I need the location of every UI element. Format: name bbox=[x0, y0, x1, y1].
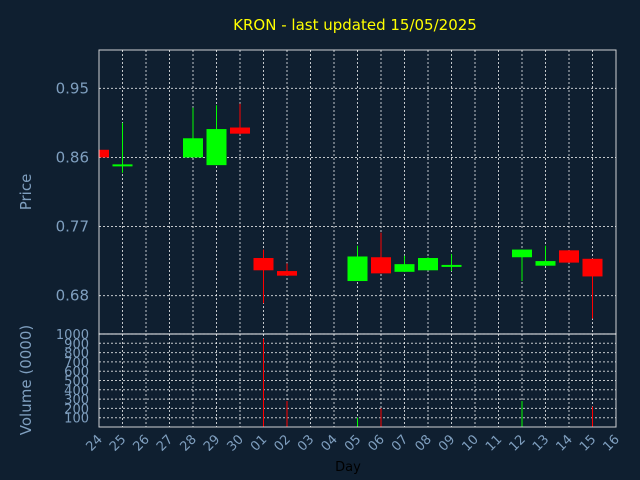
volume-tick-label: 900 bbox=[64, 337, 89, 352]
candle-body bbox=[394, 264, 415, 272]
candle-body bbox=[112, 164, 133, 167]
x-tick-labels: 24 25 26 27 28 29 30 01 02 03 04 05 06 07 08 09 10 11 12 13… bbox=[84, 432, 623, 454]
volume-tick-label: 500 bbox=[64, 375, 89, 390]
x-tick-label: 07 bbox=[389, 432, 411, 454]
x-tick-label: 08 bbox=[413, 432, 435, 454]
volume-tick-label: 400 bbox=[64, 384, 89, 399]
x-tick-label: 04 bbox=[319, 432, 341, 454]
volume-tick-label: 300 bbox=[64, 393, 89, 408]
price-tick-label: 0.86 bbox=[56, 148, 89, 166]
x-tick-label: 29 bbox=[201, 432, 223, 454]
candle-body bbox=[277, 271, 297, 276]
volume-gridlines bbox=[99, 333, 616, 427]
candle-body bbox=[535, 261, 556, 266]
x-axis-label: Day bbox=[335, 460, 361, 475]
x-tick-label: 14 bbox=[554, 432, 576, 454]
x-tick-label: 05 bbox=[342, 432, 364, 454]
x-tick-label: 24 bbox=[84, 432, 106, 454]
volume-bars bbox=[263, 338, 593, 427]
candle-body bbox=[99, 149, 109, 158]
x-tick-label: 01 bbox=[248, 432, 270, 454]
price-candles bbox=[98, 103, 603, 319]
volume-tick-label: 1000 bbox=[56, 328, 89, 343]
x-tick-label: 06 bbox=[366, 432, 388, 454]
volume-tick-label: 800 bbox=[64, 347, 89, 362]
candle-body bbox=[206, 129, 227, 166]
volume-tick-label: 100 bbox=[64, 412, 89, 427]
candle-body bbox=[253, 258, 274, 271]
volume-tick-label: 700 bbox=[64, 356, 89, 371]
x-tick-label: 11 bbox=[483, 432, 505, 454]
x-tick-label: 13 bbox=[530, 432, 552, 454]
price-tick-label: 0.95 bbox=[56, 79, 89, 97]
x-tick-label: 25 bbox=[107, 432, 129, 454]
price-gridlines bbox=[99, 50, 616, 334]
price-tick-label: 0.77 bbox=[56, 218, 89, 236]
price-tick-label: 0.68 bbox=[56, 287, 89, 305]
candle-body bbox=[230, 127, 250, 134]
chart-title: KRON - last updated 15/05/2025 bbox=[233, 16, 477, 34]
candle-body bbox=[582, 258, 603, 277]
x-tick-label: 15 bbox=[577, 432, 599, 454]
x-tick-label: 03 bbox=[295, 432, 317, 454]
candle-body bbox=[441, 264, 462, 267]
x-tick-label: 28 bbox=[178, 432, 200, 454]
candle-body bbox=[347, 256, 368, 282]
candle-body bbox=[418, 258, 438, 271]
price-axis-label: Price bbox=[17, 174, 35, 211]
candle-body bbox=[183, 138, 203, 158]
x-tick-label: 30 bbox=[225, 432, 247, 454]
volume-panel-frame bbox=[98, 333, 617, 428]
x-tick-label: 26 bbox=[131, 432, 153, 454]
candle-body bbox=[512, 249, 532, 258]
volume-tick-label: 600 bbox=[64, 365, 89, 380]
x-tick-label: 09 bbox=[436, 432, 458, 454]
x-tick-label: 02 bbox=[272, 432, 294, 454]
candle-body bbox=[371, 257, 391, 274]
x-tick-label: 16 bbox=[601, 432, 623, 454]
x-tick-label: 10 bbox=[460, 432, 482, 454]
x-tick-label: 27 bbox=[154, 432, 176, 454]
volume-tick-label: 200 bbox=[64, 402, 89, 417]
x-tick-label: 12 bbox=[507, 432, 529, 454]
volume-axis-label: Volume (0000) bbox=[17, 325, 35, 435]
candle-body bbox=[559, 250, 579, 263]
price-tick-labels: 0.95 0.86 0.77 0.68 bbox=[56, 79, 89, 304]
